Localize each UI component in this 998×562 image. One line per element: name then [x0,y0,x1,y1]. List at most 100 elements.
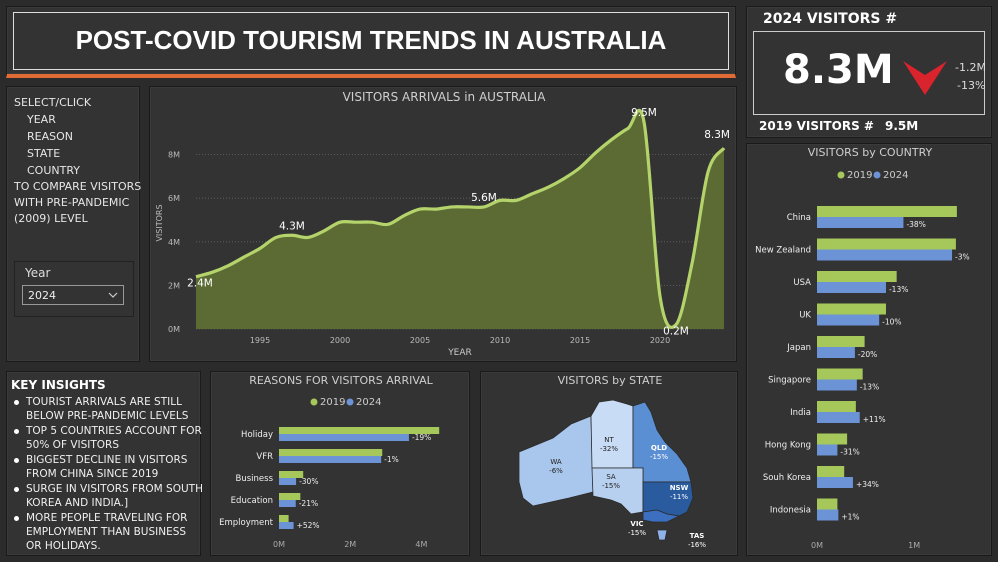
bar-2019[interactable] [817,336,865,347]
map-label-qld: QLD [651,444,667,452]
bar-label: -38% [906,220,925,229]
bar-2024[interactable] [817,509,839,521]
bar-label: +1% [841,513,859,522]
bar-2019[interactable] [817,368,863,380]
year-select[interactable]: 2024 [22,285,124,305]
country-chart-panel: VISITORS by COUNTRY 2019 2024 0M 1M China -38… [746,143,992,556]
bar-2019[interactable] [817,206,957,217]
kpi-card[interactable]: 2024 VISITORS # 8.3M -1.2M -13% 2019 VIS… [746,6,992,138]
instruction-item: STATE [27,147,61,160]
data-label: 2.4M [187,278,213,290]
category-label: Employment [219,518,274,528]
bar-label: -20% [858,350,877,359]
bar-2019[interactable] [817,401,856,412]
arrivals-chart-panel: VISITORS ARRIVALS in AUSTRALIA VISITORS … [149,86,737,362]
insight-text: EMPLOYMENT THAN BUSINESS [26,526,187,538]
bar-label: +34% [856,480,879,489]
map-region-nt [590,399,634,469]
instruction-footer: (2009) LEVEL [14,212,88,225]
bar-2024[interactable] [279,434,409,441]
bar-label: -21% [299,499,318,508]
insight-text: BELOW PRE-PANDEMIC LEVELS [26,410,189,422]
bullet-icon [14,487,19,492]
x-tick-label: 2010 [490,336,510,345]
reasons-chart[interactable]: REASONS FOR VISITORS ARRIVAL 2019 2024 0M 2… [211,372,471,557]
bar-2024[interactable] [817,444,838,456]
bar-2024[interactable] [817,249,953,261]
bar-2019[interactable] [817,271,897,282]
x-tick-label: 2020 [650,336,670,345]
bar-label: -13% [889,285,908,294]
legend-marker [837,171,845,179]
down-arrow-icon [903,61,947,95]
bar-2024[interactable] [817,477,853,488]
bar-2024[interactable] [279,478,297,485]
kpi-value: 8.3M [783,47,894,93]
map-region-tas [656,529,668,541]
category-label: Holiday [241,430,273,440]
series-line [195,108,726,329]
chart-title: VISITORS ARRIVALS in AUSTRALIA [343,90,547,104]
bar-2019[interactable] [817,498,838,510]
category-label: Hong Kong [765,441,811,451]
insight-text: 50% OF VISITORS [26,439,119,451]
page-title: POST-COVID TOURISM TRENDS IN AUSTRALIA [13,11,729,70]
kpi-prev-label: 2019 VISITORS # [759,119,874,133]
bar-2019[interactable] [817,466,845,477]
category-label: Education [231,496,273,506]
insight-text: TOURIST ARRIVALS ARE STILL [26,396,182,408]
bar-2024[interactable] [817,282,886,293]
bar-2024[interactable] [279,500,296,507]
bar-label: -3% [955,253,970,262]
arrivals-chart[interactable]: VISITORS ARRIVALS in AUSTRALIA VISITORS … [150,87,738,363]
insight-text: MORE PEOPLE TRAVELING FOR [26,512,188,524]
map-label-nt: NT [604,436,614,444]
instruction-item: REASON [27,130,73,143]
key-insights-panel: KEY INSIGHTS TOURIST ARRIVALS ARE STILL B… [6,371,203,556]
x-tick-label: 1M [908,541,920,550]
bar-2024[interactable] [817,217,904,228]
insight-text: TOP 5 COUNTRIES ACCOUNT FOR [26,425,202,437]
legend-marker [310,398,318,406]
category-label: VFR [256,452,273,462]
bar-2019[interactable] [279,515,289,522]
map-value-qld: -15% [650,453,668,461]
bar-label: +52% [297,521,320,530]
bar-2024[interactable] [817,314,880,326]
bar-2019[interactable] [817,433,848,445]
bar-2024[interactable] [817,412,860,423]
map-region-vic [642,509,681,523]
x-tick-label: 1995 [250,336,270,345]
bar-2019[interactable] [279,493,301,500]
bar-2019[interactable] [279,471,304,478]
x-tick-label: 0M [811,541,823,550]
bar-2024[interactable] [279,522,294,529]
country-chart[interactable]: VISITORS by COUNTRY 2019 2024 0M 1M China -38… [747,144,993,557]
instruction-footer: WITH PRE-PANDEMIC [14,196,130,209]
legend-label: 2019 [320,397,345,408]
bar-2024[interactable] [817,379,857,391]
y-tick-label: 4M [168,238,180,247]
x-tick-label: 2000 [330,336,350,345]
reasons-chart-panel: REASONS FOR VISITORS ARRIVAL 2019 2024 0M 2… [210,371,470,556]
year-slicer: Year [14,261,134,317]
kpi-delta-pct: -13% [957,79,986,92]
y-tick-label: 8M [168,151,180,160]
map-region-sa [591,467,644,515]
instructions-panel: SELECT/CLICK YEAR REASON STATE COUNTRY T… [6,86,141,362]
y-tick-label: 6M [168,194,180,203]
bar-2024[interactable] [817,347,855,358]
bar-2024[interactable] [279,456,382,463]
map-value-nt: -32% [600,445,618,453]
state-map[interactable]: VISITORS by STATE WA -6% NT -32% QLD -15… [481,372,739,557]
kpi-prev-value: 9.5M [885,119,919,133]
bar-label: -19% [412,433,431,442]
bar-2019[interactable] [817,238,956,250]
bullet-icon [14,400,19,405]
chart-title: VISITORS by COUNTRY [808,146,933,159]
bar-2019[interactable] [817,303,886,315]
map-label-wa: WA [550,458,562,466]
bar-2019[interactable] [279,427,440,434]
bar-label: -31% [840,448,859,457]
bar-2019[interactable] [279,449,383,456]
